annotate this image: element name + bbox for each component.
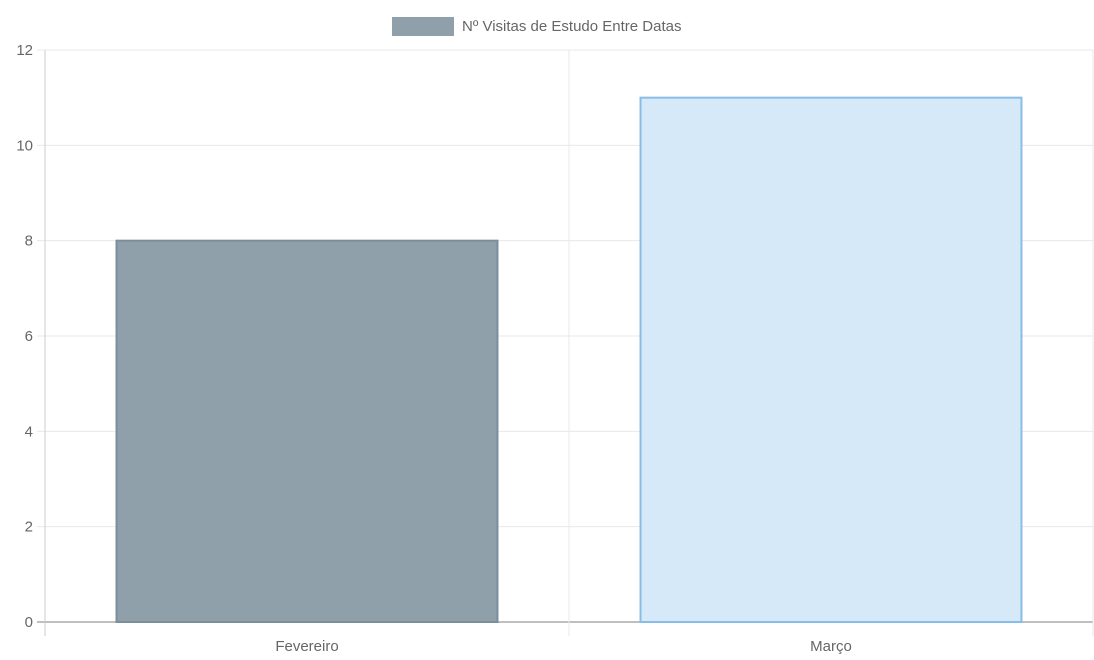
axes: 0 2 4 6 8 10 12 Fevereiro Março (16, 42, 852, 655)
legend-swatch (392, 16, 454, 36)
legend-label: Nº Visitas de Estudo Entre Datas (462, 17, 682, 35)
y-tick-label: 8 (25, 233, 33, 250)
x-tick-label: Fevereiro (275, 638, 338, 655)
bar-mar-o[interactable] (639, 96, 1023, 623)
y-tick-label: 2 (25, 519, 33, 536)
bars (115, 96, 1023, 624)
y-tick-label: 6 (25, 328, 33, 345)
x-tick-label: Março (810, 638, 852, 655)
y-tick-label: 10 (16, 137, 33, 154)
y-tick-label: 12 (16, 42, 33, 59)
y-tick-label: 0 (25, 614, 33, 631)
y-tick-label: 4 (25, 423, 33, 440)
chart-legend[interactable]: Nº Visitas de Estudo Entre Datas (392, 15, 681, 37)
bar-fevereiro[interactable] (115, 239, 499, 624)
